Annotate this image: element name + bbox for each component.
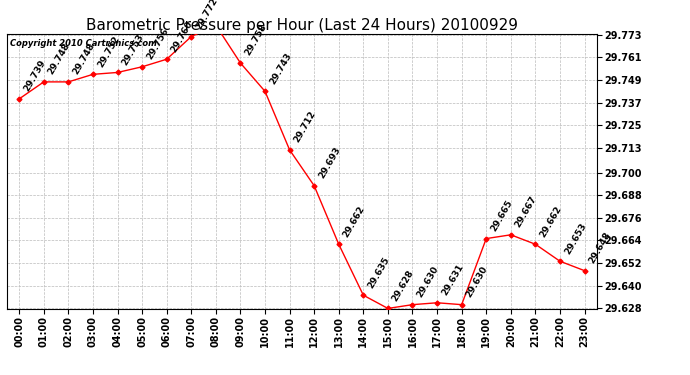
Text: 29.630: 29.630 — [464, 265, 489, 299]
Text: 29.772: 29.772 — [194, 0, 219, 31]
Title: Barometric Pressure per Hour (Last 24 Hours) 20100929: Barometric Pressure per Hour (Last 24 Ho… — [86, 18, 518, 33]
Text: 29.628: 29.628 — [391, 268, 416, 303]
Text: 29.739: 29.739 — [22, 58, 47, 93]
Text: 29.752: 29.752 — [96, 34, 121, 69]
Text: 29.630: 29.630 — [415, 265, 440, 299]
Text: 29.653: 29.653 — [563, 221, 588, 256]
Text: 29.743: 29.743 — [268, 51, 293, 86]
Text: 29.635: 29.635 — [366, 255, 391, 290]
Text: 29.778: 29.778 — [0, 374, 1, 375]
Text: 29.648: 29.648 — [587, 230, 613, 265]
Text: 29.748: 29.748 — [71, 42, 97, 76]
Text: 29.662: 29.662 — [342, 204, 366, 239]
Text: 29.693: 29.693 — [317, 146, 342, 180]
Text: 29.667: 29.667 — [513, 195, 539, 229]
Text: Copyright 2010 Cartronics.com: Copyright 2010 Cartronics.com — [10, 39, 157, 48]
Text: 29.665: 29.665 — [489, 198, 514, 233]
Text: 29.748: 29.748 — [46, 42, 72, 76]
Text: 29.662: 29.662 — [538, 204, 563, 239]
Text: 29.756: 29.756 — [145, 27, 170, 61]
Text: 29.712: 29.712 — [293, 110, 317, 144]
Text: 29.760: 29.760 — [170, 19, 195, 54]
Text: 29.631: 29.631 — [440, 262, 465, 297]
Text: 29.753: 29.753 — [120, 32, 146, 67]
Text: 29.758: 29.758 — [243, 23, 268, 57]
